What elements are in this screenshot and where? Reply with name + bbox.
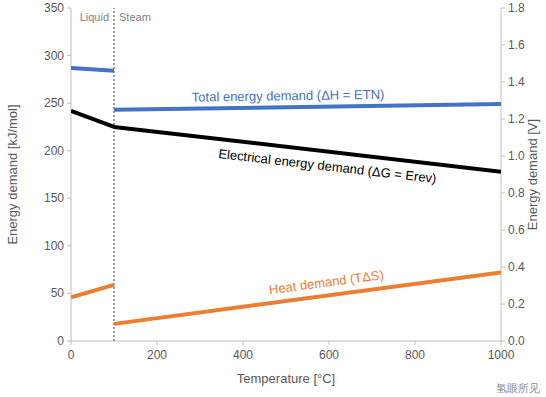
y2-tick-label: 1.0 xyxy=(508,149,525,163)
y-axis-line xyxy=(71,8,72,341)
y2-tick xyxy=(501,156,505,157)
plot-area xyxy=(71,68,501,324)
y-axis-title: Energy demand [kJ/mol] xyxy=(5,104,20,244)
x-axis-title: Temperature [°C] xyxy=(237,371,335,386)
series-label: Electrical energy demand (ΔG = Erev) xyxy=(218,146,438,186)
y2-tick xyxy=(501,341,505,342)
y-tick xyxy=(67,103,71,104)
series-label: Heat demand (TΔS) xyxy=(268,267,385,297)
y-tick-label: 150 xyxy=(44,191,64,205)
x-tick xyxy=(71,341,72,345)
y-tick xyxy=(67,341,71,342)
x-tick xyxy=(243,341,244,345)
y2-tick xyxy=(501,193,505,194)
y-tick-label: 350 xyxy=(44,1,64,15)
y2-tick xyxy=(501,267,505,268)
watermark: 氢眼所见 xyxy=(496,382,540,394)
x-tick xyxy=(415,341,416,345)
y2-tick xyxy=(501,82,505,83)
y2-tick-label: 0.2 xyxy=(508,297,525,311)
series-line xyxy=(71,68,501,110)
y2-axis-line xyxy=(501,8,502,341)
y-tick-label: 50 xyxy=(51,286,65,300)
x-tick-label: 1000 xyxy=(488,348,515,362)
y2-tick-label: 1.2 xyxy=(508,112,525,126)
y2-tick xyxy=(501,119,505,120)
annotation: Steam xyxy=(119,11,151,23)
background xyxy=(0,0,546,397)
y-tick-label: 300 xyxy=(44,49,64,63)
y2-axis-title: Energy demand [V] xyxy=(525,119,540,230)
y-tick-label: 200 xyxy=(44,144,64,158)
series-label: Total energy demand (ΔH = ETN) xyxy=(192,87,385,105)
y2-tick-label: 0.8 xyxy=(508,186,525,200)
x-tick-label: 800 xyxy=(405,348,425,362)
y-tick-label: 100 xyxy=(44,239,64,253)
x-tick xyxy=(501,341,502,345)
x-tick-label: 0 xyxy=(68,348,75,362)
x-tick-label: 400 xyxy=(233,348,253,362)
y2-tick-label: 0.4 xyxy=(508,260,525,274)
y-tick xyxy=(67,8,71,9)
y-tick-label: 0 xyxy=(57,334,64,348)
y-tick xyxy=(67,245,71,246)
y-tick xyxy=(67,293,71,294)
x-tick xyxy=(157,341,158,345)
x-tick xyxy=(329,341,330,345)
x-tick-label: 200 xyxy=(147,348,167,362)
x-tick-label: 600 xyxy=(319,348,339,362)
y2-tick-label: 1.8 xyxy=(508,1,525,15)
y2-tick-label: 1.6 xyxy=(508,38,525,52)
y-tick xyxy=(67,198,71,199)
annotation: Liquid xyxy=(80,11,109,23)
y2-tick xyxy=(501,45,505,46)
y2-tick xyxy=(501,230,505,231)
y2-tick xyxy=(501,304,505,305)
phase-boundary xyxy=(113,8,114,341)
y2-tick xyxy=(501,8,505,9)
y2-tick-label: 1.4 xyxy=(508,75,525,89)
y-tick xyxy=(67,150,71,151)
y-tick-label: 250 xyxy=(44,96,64,110)
x-axis-line xyxy=(71,341,501,342)
y-tick xyxy=(67,55,71,56)
y2-tick-label: 0.0 xyxy=(508,334,525,348)
y2-tick-label: 0.6 xyxy=(508,223,525,237)
chart: 0 50 100 150 200 250 300 350 0.0 0.2 0.4 0.6 0.8 1.0 1… xyxy=(0,0,546,397)
